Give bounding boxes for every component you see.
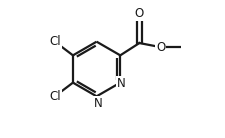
Text: Cl: Cl <box>49 35 61 48</box>
Text: N: N <box>117 77 126 90</box>
Text: O: O <box>155 41 164 54</box>
Text: O: O <box>134 7 143 20</box>
Text: Cl: Cl <box>49 90 61 103</box>
Text: N: N <box>93 97 102 110</box>
